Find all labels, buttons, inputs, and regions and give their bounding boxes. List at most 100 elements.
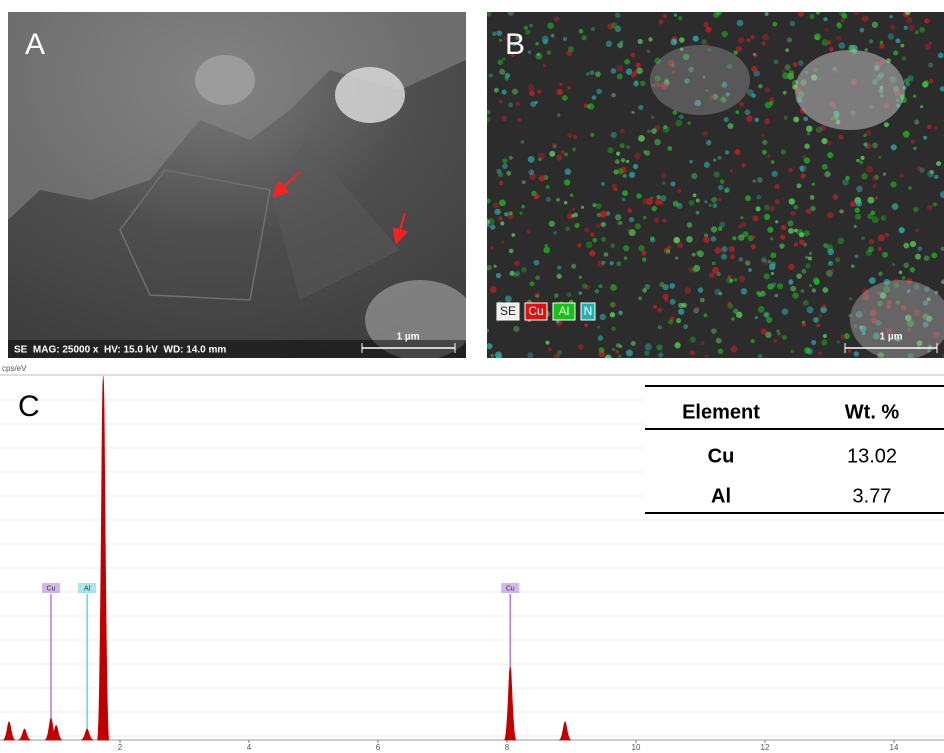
- map-dot: [798, 60, 803, 65]
- map-dot: [565, 168, 572, 175]
- map-dot: [638, 296, 642, 300]
- sem-info: SE MAG: 25000 x HV: 15.0 kV WD: 14.0 mm: [14, 345, 226, 356]
- map-dot: [904, 26, 908, 30]
- map-dot: [906, 82, 910, 86]
- map-dot: [675, 256, 679, 260]
- map-dot: [788, 168, 793, 173]
- map-dot: [848, 349, 851, 352]
- map-dot: [738, 37, 744, 43]
- map-dot: [934, 175, 938, 179]
- map-dot: [714, 289, 720, 295]
- map-dot: [788, 264, 794, 270]
- map-dot: [684, 287, 691, 294]
- map-dot: [737, 20, 744, 27]
- map-dot: [502, 116, 507, 121]
- map-dot: [612, 348, 615, 351]
- map-dot: [676, 120, 683, 127]
- map-dot: [618, 311, 622, 315]
- map-dot: [928, 63, 933, 68]
- legend-label: N: [584, 304, 593, 318]
- map-dot: [543, 39, 549, 45]
- map-dot: [808, 256, 812, 260]
- map-dot: [627, 208, 632, 213]
- map-dot: [788, 280, 793, 285]
- map-dot: [833, 194, 839, 200]
- map-dot: [736, 312, 742, 318]
- map-dot: [767, 154, 770, 157]
- map-dot: [631, 72, 637, 78]
- map-dot: [635, 223, 641, 229]
- map-dot: [765, 87, 770, 92]
- map-dot: [809, 252, 812, 255]
- map-dot: [546, 341, 550, 345]
- map-dot: [564, 201, 567, 204]
- map-dot: [626, 145, 630, 149]
- map-dot: [661, 173, 667, 179]
- map-dot: [804, 157, 810, 163]
- map-dot: [670, 299, 676, 305]
- map-dot: [884, 122, 889, 127]
- map-dot: [794, 229, 798, 233]
- map-dot: [917, 166, 922, 171]
- map-dot: [689, 200, 695, 206]
- map-dot: [890, 15, 893, 18]
- map-dot: [660, 195, 666, 201]
- map-dot: [617, 74, 623, 80]
- map-dot: [822, 287, 828, 293]
- map-dot: [764, 119, 770, 125]
- map-dot: [703, 313, 707, 317]
- map-dot: [865, 130, 871, 136]
- map-dot: [728, 301, 732, 305]
- map-dot: [796, 183, 801, 188]
- map-dot: [933, 202, 937, 206]
- map-dot: [705, 354, 708, 357]
- map-dot: [512, 89, 518, 95]
- map-dot: [791, 211, 796, 216]
- map-dot: [636, 193, 641, 198]
- map-dot: [556, 155, 562, 161]
- map-dot: [747, 38, 751, 42]
- map-dot: [678, 16, 683, 21]
- map-dot: [505, 296, 512, 303]
- map-dot: [764, 273, 770, 279]
- map-dot: [567, 213, 573, 219]
- map-dot: [543, 64, 546, 67]
- map-dot: [869, 39, 873, 43]
- map-dot: [775, 294, 778, 297]
- map-dot: [739, 257, 744, 262]
- map-dot: [529, 24, 532, 27]
- map-dot: [640, 81, 646, 87]
- map-dot: [623, 245, 629, 251]
- map-dot: [581, 206, 584, 209]
- map-dot: [557, 274, 562, 279]
- map-dot: [567, 86, 571, 90]
- map-dot: [923, 136, 927, 140]
- map-dot: [880, 41, 883, 44]
- particle: [795, 50, 905, 130]
- map-dot: [582, 283, 587, 288]
- map-dot: [495, 209, 501, 215]
- map-dot: [788, 220, 794, 226]
- map-dot: [553, 145, 557, 149]
- map-dot: [765, 102, 772, 109]
- x-tick-label: 14: [890, 743, 899, 752]
- table-header: Wt. %: [845, 401, 900, 423]
- map-dot: [658, 352, 663, 357]
- map-dot: [804, 230, 810, 236]
- map-dot: [802, 322, 806, 326]
- map-dot: [709, 272, 715, 278]
- map-dot: [907, 75, 913, 81]
- map-dot: [663, 14, 668, 19]
- map-dot: [671, 39, 678, 46]
- map-dot: [714, 171, 720, 177]
- map-dot: [855, 214, 861, 220]
- map-dot: [638, 105, 643, 110]
- composition-table: Element Wt. % Cu 13.02 Al 3.77: [645, 386, 944, 514]
- map-dot: [658, 325, 662, 329]
- map-dot: [706, 140, 711, 145]
- map-dot: [909, 25, 915, 31]
- map-dot: [726, 277, 732, 283]
- map-dot: [734, 278, 737, 281]
- map-dot: [836, 340, 839, 343]
- map-dot: [927, 205, 933, 211]
